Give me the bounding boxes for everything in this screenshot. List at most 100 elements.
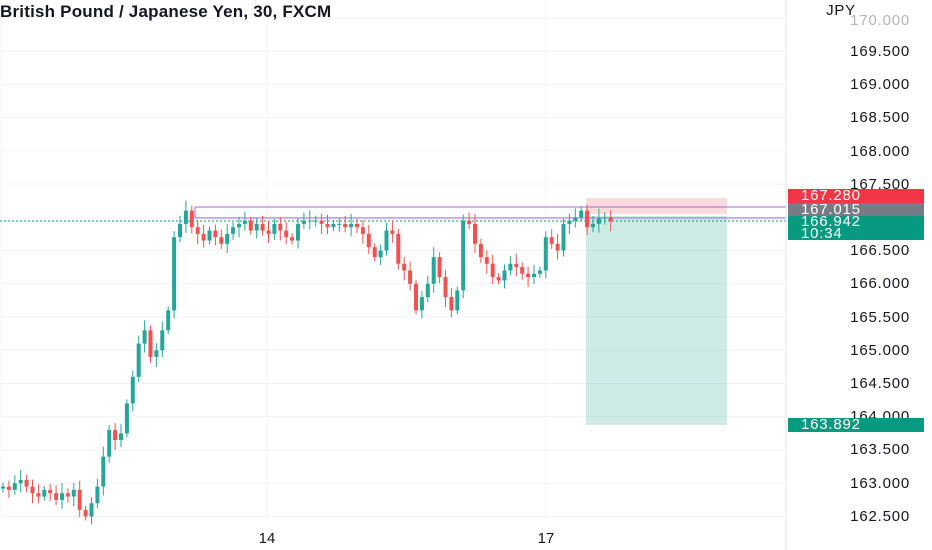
candle-body (36, 493, 41, 497)
candle-body (467, 220, 472, 224)
price-label: 163.500 (850, 441, 910, 458)
candle-body (178, 223, 182, 238)
candle-body (12, 483, 17, 490)
candle-body (526, 273, 531, 278)
time-label: 17 (537, 530, 555, 547)
candle-body (77, 489, 82, 510)
candle-body (537, 270, 542, 274)
candle-body (514, 263, 519, 268)
price-label: 165.500 (850, 309, 910, 326)
candle-body (278, 223, 283, 231)
candle-body (573, 217, 578, 221)
candle-body (325, 223, 330, 228)
candle-body (520, 267, 525, 274)
candle-body (449, 297, 454, 311)
candle-body (461, 220, 466, 291)
candle-body (455, 290, 460, 311)
stop-loss-zone[interactable] (586, 198, 727, 214)
price-label: 169.500 (850, 43, 910, 60)
candle-body (366, 233, 371, 248)
candle-body (396, 233, 401, 264)
candle-body (343, 223, 348, 228)
candle-body (231, 227, 236, 234)
candle-body (496, 277, 501, 281)
candle-body (591, 223, 595, 228)
candle-body (508, 263, 513, 271)
candle-body (608, 217, 613, 222)
entry-price-tag[interactable]: 167.015 (788, 202, 924, 217)
candle-body (1, 486, 5, 489)
candle-body (119, 433, 123, 441)
candle-body (213, 230, 218, 238)
candle-body (166, 310, 171, 331)
candle-body (561, 223, 566, 251)
candle-body (490, 263, 495, 278)
candle-body (337, 223, 342, 225)
candle-body (124, 403, 129, 434)
candle-body (254, 223, 259, 231)
current-price-tag[interactable]: 166.942 10:34 (788, 214, 924, 241)
candle-body (313, 220, 318, 222)
candle-body (585, 210, 590, 228)
candle-body (107, 430, 112, 457)
candle-body (290, 237, 295, 241)
time-label: 14 (258, 530, 276, 547)
price-label: 169.000 (850, 76, 910, 93)
price-label: 163.000 (850, 475, 910, 492)
candle-body (65, 493, 70, 497)
candle-body (113, 430, 118, 441)
candle-body (219, 237, 224, 244)
candle-body (54, 493, 59, 500)
candle-body (142, 330, 147, 344)
target-price-tag[interactable]: 163.892 (788, 417, 924, 432)
candle-body (473, 223, 477, 244)
candle-body (349, 223, 354, 228)
candle-body (378, 250, 383, 258)
candle-body (284, 230, 289, 238)
candle-body (154, 350, 159, 357)
candle-body (42, 489, 47, 497)
candle-body (502, 270, 507, 281)
candle-body (307, 220, 312, 222)
candle-body (419, 297, 424, 311)
candle-body (6, 486, 11, 490)
candle-body (360, 227, 365, 234)
candle-body (443, 277, 448, 298)
candle-body (414, 283, 418, 311)
candle-body (543, 237, 548, 271)
candle-body (567, 220, 572, 224)
candle-body (172, 237, 177, 311)
candles (1, 200, 613, 525)
candle-body (372, 247, 377, 258)
candle-body (48, 489, 53, 494)
price-label: 167.500 (850, 176, 910, 193)
candle-body (260, 223, 265, 231)
candle-body (148, 330, 153, 357)
candle-body (549, 237, 554, 244)
price-label: 170.000 (850, 12, 910, 29)
candle-body (237, 223, 241, 228)
candle-body (195, 227, 200, 234)
candle-body (384, 230, 389, 251)
currency-label: JPY (826, 2, 856, 19)
candle-body (160, 330, 165, 351)
candle-body (331, 223, 336, 228)
candle-body (83, 509, 88, 517)
candle-body (130, 376, 135, 404)
candle-body (136, 343, 141, 377)
take-profit-zone[interactable] (586, 216, 727, 425)
candle-body (425, 283, 430, 298)
price-label: 162.500 (850, 508, 910, 525)
price-label: 168.000 (850, 143, 910, 160)
candle-body (189, 210, 194, 228)
price-label: 165.000 (850, 342, 910, 359)
candle-body (95, 486, 100, 504)
stop-price-tag[interactable]: 167.280 (788, 188, 924, 203)
candle-body (266, 230, 271, 234)
candle-body (207, 230, 212, 241)
candle-body (18, 479, 23, 484)
candle-body (248, 220, 253, 231)
candle-body (555, 243, 560, 251)
candle-body (437, 257, 442, 278)
